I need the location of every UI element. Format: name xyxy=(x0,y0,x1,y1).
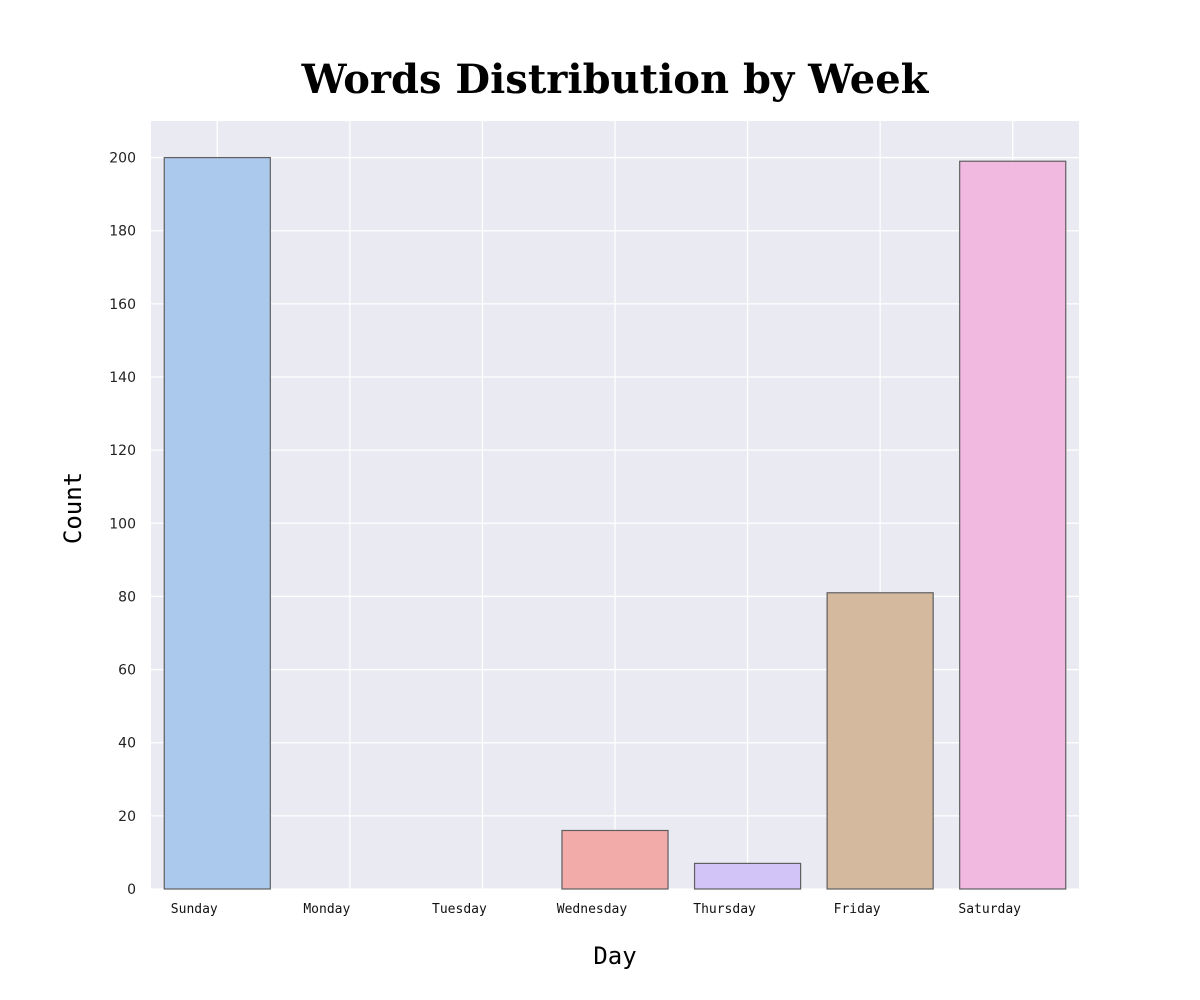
y-tick-label: 120 xyxy=(109,443,136,459)
y-tick-label: 60 xyxy=(118,663,136,679)
y-tick-label: 140 xyxy=(109,370,136,386)
bar-friday xyxy=(826,592,934,890)
x-tick-label: Monday xyxy=(303,902,350,917)
x-tick-label: Tuesday xyxy=(432,902,487,917)
y-tick-label: 80 xyxy=(118,589,136,605)
x-tick-label: Wednesday xyxy=(557,902,628,917)
chart-title: Words Distribution by Week xyxy=(301,56,930,103)
y-tick-label: 0 xyxy=(127,882,136,898)
bar-wednesday xyxy=(561,829,669,890)
bar-saturday xyxy=(959,160,1067,890)
gridlines xyxy=(151,121,1079,890)
x-tick-label: Friday xyxy=(834,902,881,917)
x-tick-label: Sunday xyxy=(171,902,218,917)
y-tick-label: 20 xyxy=(118,809,136,825)
x-axis-label: Day xyxy=(593,942,636,970)
x-tick-label: Saturday xyxy=(958,902,1021,917)
y-tick-label: 200 xyxy=(109,151,136,167)
bar-thursday xyxy=(693,862,802,890)
bars xyxy=(163,156,1067,890)
x-tick-label: Thursday xyxy=(693,902,756,917)
y-tick-label: 40 xyxy=(118,736,136,752)
y-tick-label: 180 xyxy=(109,224,136,240)
y-tick-label: 100 xyxy=(109,516,136,532)
y-tick-label: 160 xyxy=(109,297,136,313)
x-axis-ticks: Sunday Monday Tuesday Wednesday Thursday Frid… xyxy=(171,902,1021,917)
y-axis-label: Count xyxy=(59,472,87,544)
y-axis-ticks: 0 20 40 60 80 100 120 140 160 180 200 xyxy=(109,151,136,898)
bar-sunday xyxy=(163,156,271,890)
